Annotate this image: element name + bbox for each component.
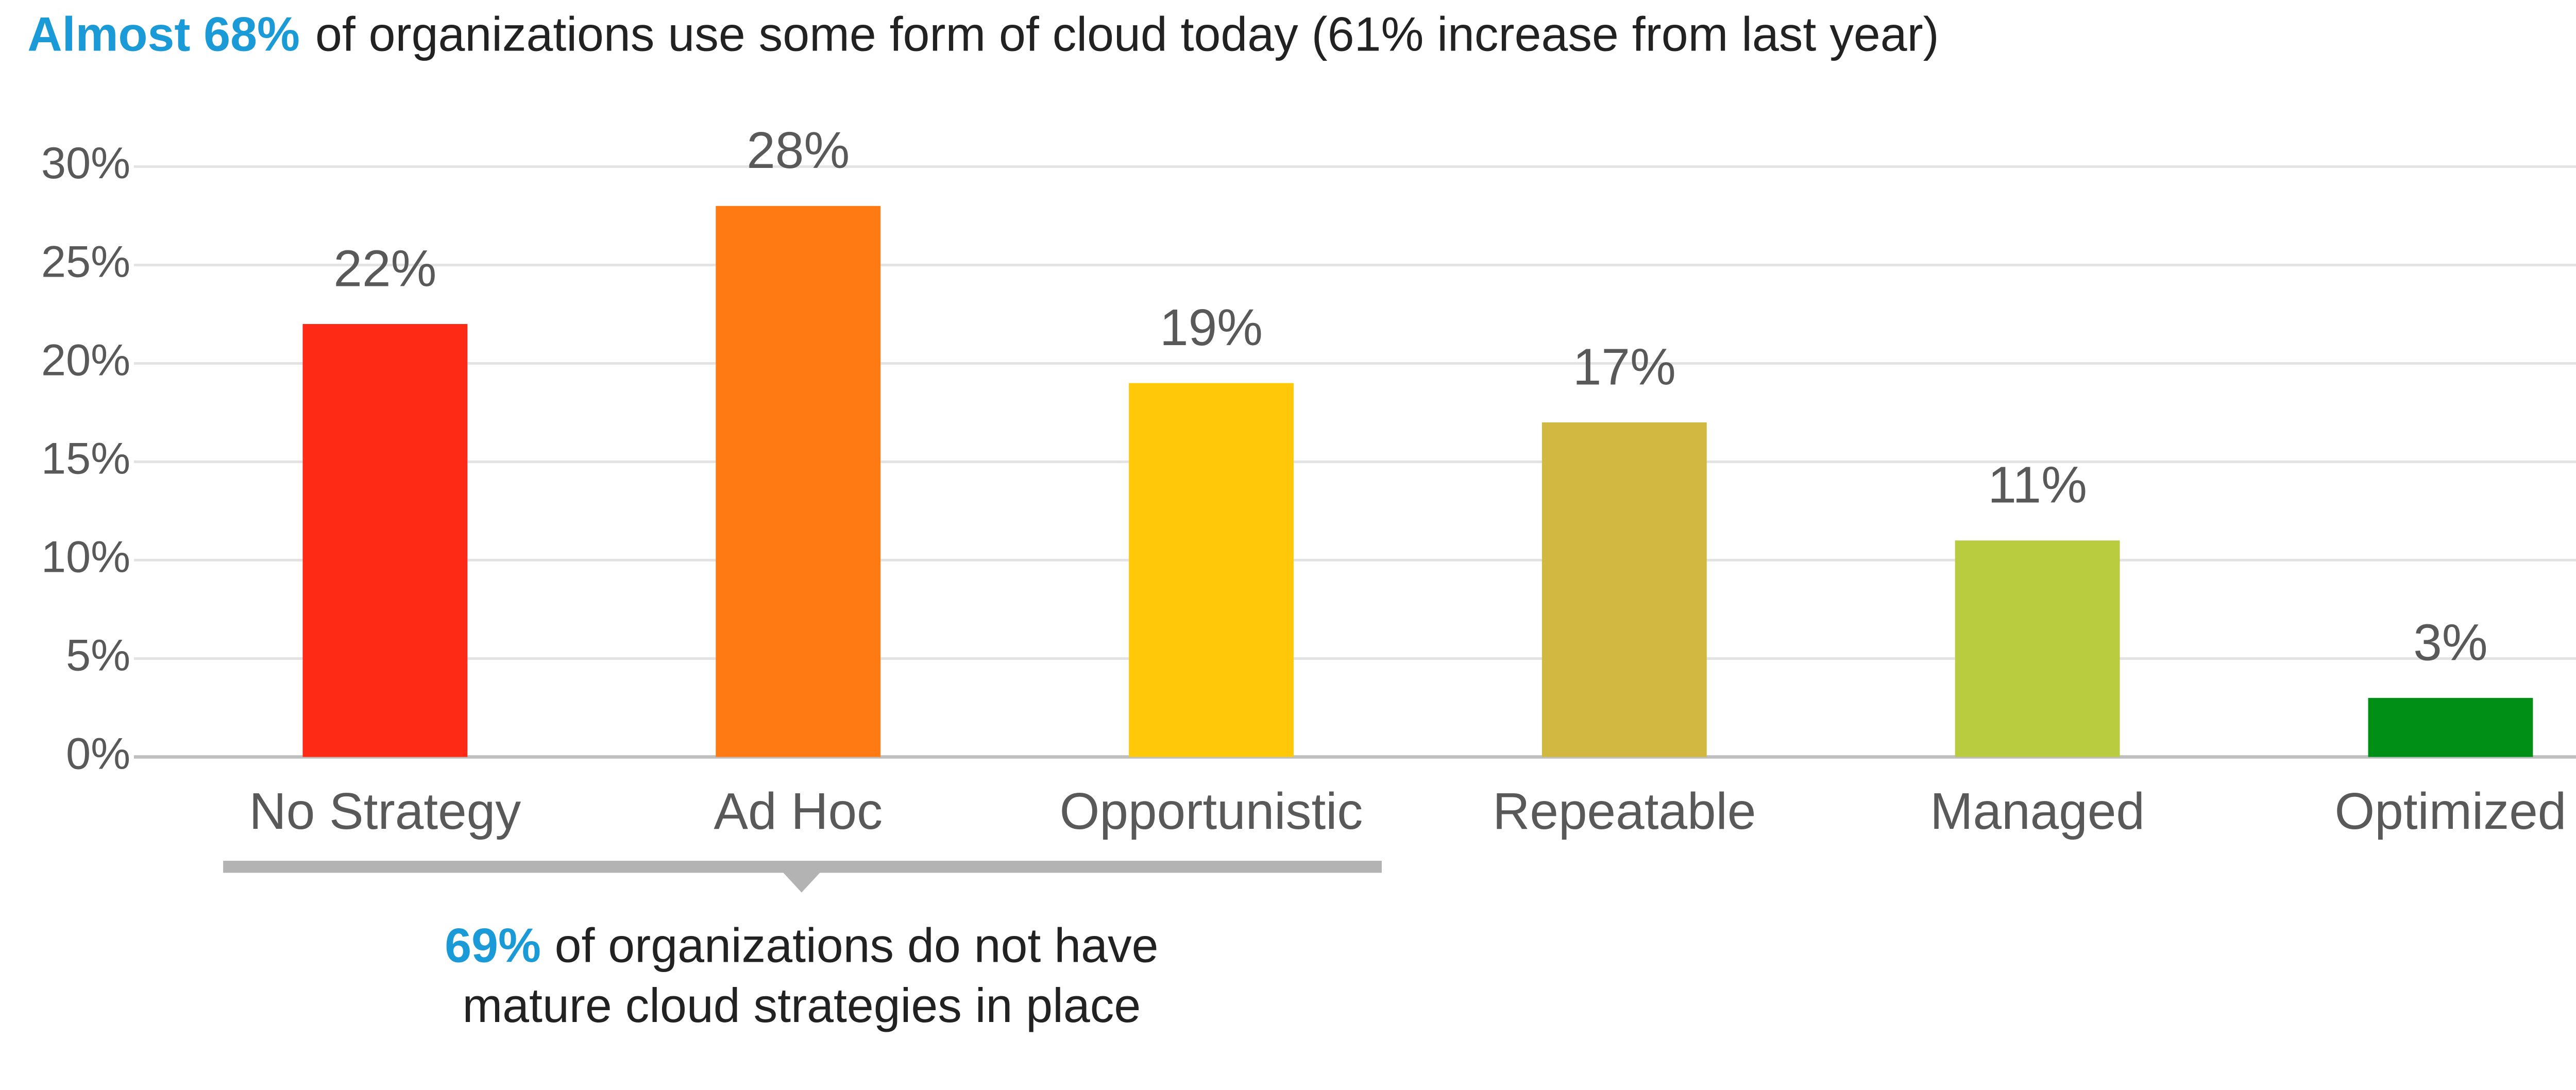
y-tick-label: 10% bbox=[41, 532, 130, 582]
bar bbox=[1129, 383, 1294, 757]
x-tick-label: Ad Hoc bbox=[714, 783, 883, 840]
y-tick-label: 5% bbox=[66, 631, 130, 680]
value-label: 11% bbox=[1988, 457, 2087, 514]
bar bbox=[302, 323, 468, 757]
annotation: 69% of organizations do not have bbox=[445, 918, 1158, 972]
y-tick-label: 30% bbox=[41, 139, 130, 188]
annotation-text: of organizations do not have bbox=[555, 918, 1159, 972]
value-label: 19% bbox=[1160, 299, 1263, 356]
y-tick-label: 25% bbox=[41, 237, 130, 286]
bar bbox=[1955, 540, 2120, 757]
bar bbox=[716, 206, 881, 757]
value-label: 17% bbox=[1573, 338, 1676, 396]
x-tick-label: Optimized bbox=[2335, 783, 2567, 840]
bracket-pointer bbox=[781, 870, 822, 893]
x-tick-label: No Strategy bbox=[249, 783, 521, 840]
title-highlight: Almost 68% bbox=[27, 7, 300, 61]
bar bbox=[2368, 697, 2533, 757]
value-label: 22% bbox=[333, 240, 436, 297]
chart-title: Almost 68% of organizations use some form… bbox=[27, 7, 1939, 61]
bracket bbox=[223, 861, 1382, 893]
y-tick-label: 15% bbox=[41, 434, 130, 483]
value-label: 28% bbox=[747, 122, 850, 179]
annotation-highlight: 69% bbox=[445, 918, 541, 972]
x-tick-label: Repeatable bbox=[1493, 783, 1756, 840]
x-tick-label: Opportunistic bbox=[1060, 783, 1363, 840]
value-label: 3% bbox=[2413, 614, 2487, 671]
title-text: of organizations use some form of cloud … bbox=[315, 7, 1939, 61]
annotation: mature cloud strategies in place bbox=[462, 979, 1141, 1032]
y-tick-label: 0% bbox=[66, 729, 130, 778]
bar bbox=[1541, 422, 1707, 757]
x-tick-label: Managed bbox=[1930, 783, 2145, 840]
y-tick-label: 20% bbox=[41, 335, 130, 385]
